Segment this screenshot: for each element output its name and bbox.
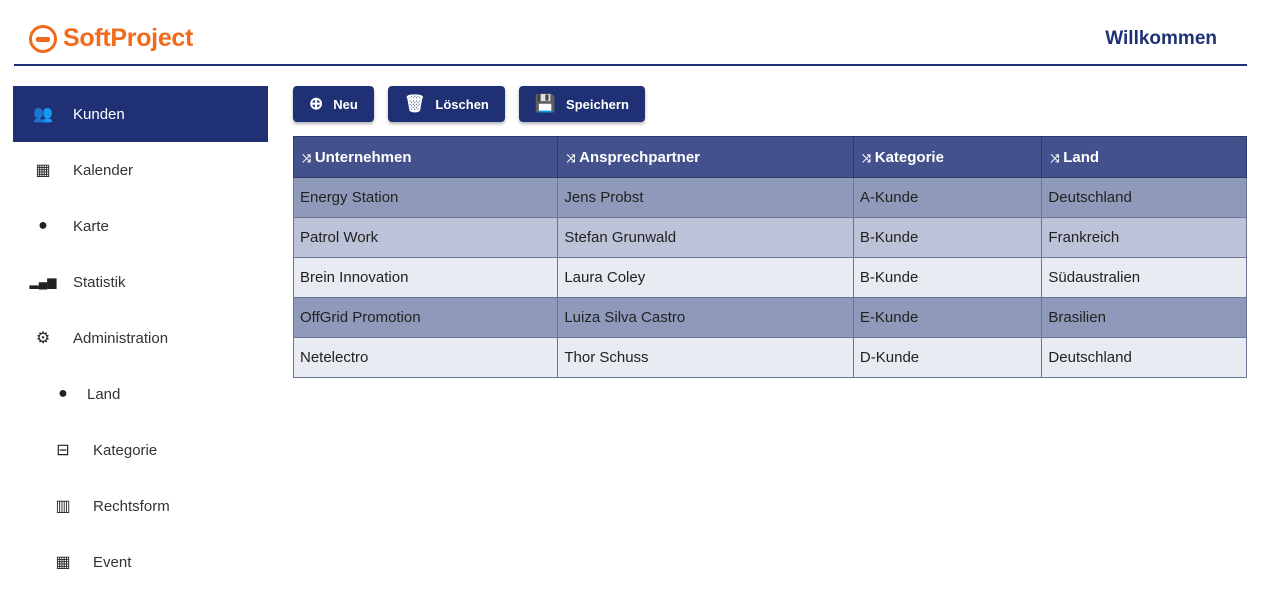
toolbar: ⊕ Neu 🗑 Löschen 💾 Speichern [293, 86, 645, 122]
inbox-icon: ⊟ [56, 442, 70, 459]
table-cell[interactable]: B-Kunde [852, 257, 1043, 298]
table-cell[interactable]: Thor Schuss [557, 337, 854, 378]
sidebar-item-label: Event [93, 553, 132, 571]
sidebar-item-label: Administration [73, 329, 169, 347]
sidebar-item-label: Kalender [73, 161, 134, 179]
table-cell[interactable]: OffGrid Promotion [292, 297, 559, 338]
sidebar-item-administration[interactable]: ⚙ Administration [13, 310, 268, 366]
building-icon: ▥ [55, 498, 71, 515]
sidebar-item-event[interactable]: ▦ Event [13, 534, 268, 590]
table-cell[interactable]: E-Kunde [852, 297, 1043, 338]
column-header-kategorie[interactable]: ⤨ Kategorie [852, 136, 1043, 178]
save-button[interactable]: 💾 Speichern [518, 86, 645, 122]
sidebar-item-label: Kategorie [93, 441, 158, 459]
new-button[interactable]: ⊕ Neu [293, 86, 374, 122]
globe-icon: ● [58, 385, 68, 402]
table-row[interactable]: Patrol Work Stefan Grunwald B-Kunde Frankre… [292, 217, 1247, 258]
table-row[interactable]: OffGrid Promotion Luiza Silva Castro E-Kun… [292, 297, 1247, 338]
calendar-icon: ▦ [55, 554, 71, 571]
sidebar-item-label: Land [87, 385, 121, 403]
table-cell[interactable]: Deutschland [1041, 337, 1247, 378]
table-cell[interactable]: Deutschland [1041, 177, 1247, 218]
floppy-disk-icon: 💾 [534, 94, 557, 113]
logo-text: SoftProject [63, 24, 194, 52]
table-cell[interactable]: Patrol Work [292, 217, 559, 258]
sort-icon[interactable]: ⤨ [1050, 152, 1060, 165]
sidebar-item-kunden[interactable]: 👥 Kunden [13, 86, 268, 142]
table-cell[interactable]: Brasilien [1041, 297, 1247, 338]
new-button-label: Neu [333, 96, 358, 112]
table-row[interactable]: Brein Innovation Laura Coley B-Kunde Südaus… [292, 257, 1247, 298]
sort-icon[interactable]: ⤨ [566, 152, 576, 165]
app-header: SoftProject Willkommen [14, 0, 1247, 66]
softproject-logo-icon [29, 24, 57, 53]
plus-circle-icon: ⊕ [309, 94, 324, 113]
welcome-text: Willkommen [1105, 28, 1217, 49]
column-header-land[interactable]: ⤨ Land [1041, 136, 1247, 178]
table-cell[interactable]: Brein Innovation [292, 257, 559, 298]
table-cell[interactable]: D-Kunde [852, 337, 1043, 378]
sidebar-item-label: Rechtsform [93, 497, 170, 515]
signal-bars-icon: ▂▄▆ [29, 275, 57, 289]
column-label: Ansprechpartner [579, 148, 701, 166]
table-cell[interactable]: Netelectro [292, 337, 559, 378]
delete-button-label: Löschen [435, 96, 489, 112]
sidebar-item-kalender[interactable]: ▦ Kalender [13, 142, 268, 198]
sidebar-item-kategorie[interactable]: ⊟ Kategorie [13, 422, 268, 478]
table-cell[interactable]: Energy Station [292, 177, 559, 218]
people-icon: 👥 [33, 106, 53, 123]
table-cell[interactable]: Laura Coley [557, 257, 854, 298]
column-label: Kategorie [874, 148, 944, 166]
globe-icon: ● [38, 217, 48, 234]
save-button-label: Speichern [566, 96, 629, 112]
sidebar-item-karte[interactable]: ● Karte [13, 198, 268, 254]
table-cell[interactable]: Südaustralien [1041, 257, 1247, 298]
sort-icon[interactable]: ⤨ [302, 152, 311, 165]
sidebar-item-statistik[interactable]: ▂▄▆ Statistik [13, 254, 268, 310]
sidebar-item-label: Karte [73, 217, 109, 235]
sidebar: 👥 Kunden ▦ Kalender ● Karte ▂▄▆ Statistik ⚙ A… [13, 86, 268, 590]
table-row[interactable]: Energy Station Jens Probst A-Kunde Deutschl… [292, 177, 1247, 218]
gears-icon: ⚙ [35, 330, 51, 347]
sidebar-item-label: Kunden [73, 105, 125, 123]
column-label: Unternehmen [314, 148, 412, 166]
table-cell[interactable]: Jens Probst [557, 177, 854, 218]
table-cell[interactable]: Frankreich [1041, 217, 1247, 258]
column-header-unternehmen[interactable]: ⤨ Unternehmen [292, 136, 559, 178]
sidebar-item-land[interactable]: ● Land [13, 366, 268, 422]
table-cell[interactable]: Luiza Silva Castro [557, 297, 854, 338]
customer-table: ⤨ Unternehmen ⤨ Ansprechpartner ⤨ Kategorie… [292, 136, 1247, 378]
logo[interactable]: SoftProject [29, 24, 193, 53]
table-cell[interactable]: B-Kunde [852, 217, 1043, 258]
calendar-icon: ▦ [35, 162, 51, 179]
column-header-ansprechpartner[interactable]: ⤨ Ansprechpartner [557, 136, 854, 178]
trash-icon: 🗑 [403, 94, 426, 113]
delete-button[interactable]: 🗑 Löschen [387, 86, 505, 122]
column-label: Land [1063, 148, 1100, 166]
sidebar-item-rechtsform[interactable]: ▥ Rechtsform [13, 478, 268, 534]
sort-icon[interactable]: ⤨ [861, 152, 871, 165]
table-row[interactable]: Netelectro Thor Schuss D-Kunde Deutschland [292, 337, 1247, 378]
table-cell[interactable]: A-Kunde [852, 177, 1043, 218]
table-cell[interactable]: Stefan Grunwald [557, 217, 854, 258]
sidebar-item-label: Statistik [73, 273, 126, 291]
